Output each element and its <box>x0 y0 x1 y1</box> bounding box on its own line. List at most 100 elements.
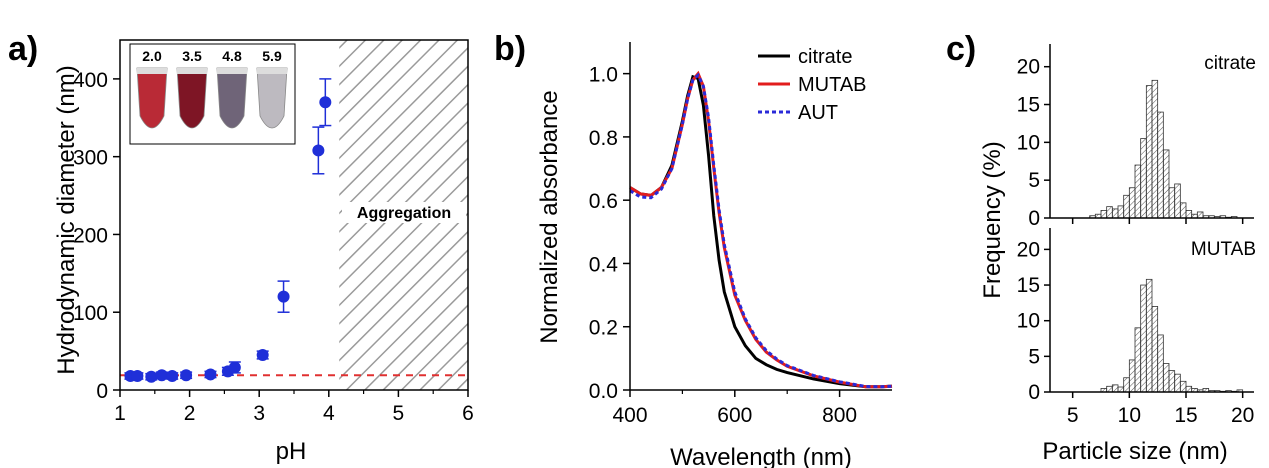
data-point <box>180 369 193 382</box>
y-tick-label: 100 <box>73 302 108 325</box>
histogram-bar <box>1145 85 1153 219</box>
y-tick-label: 0.8 <box>589 127 618 150</box>
subplot-label-citrate: citrate <box>1204 53 1256 74</box>
histogram-bar <box>1185 210 1193 219</box>
y-tick-label: 0.4 <box>589 253 619 276</box>
histogram-bar <box>1128 359 1136 393</box>
aggregation-label: Aggregation <box>357 205 451 222</box>
legend-label: MUTAB <box>798 74 867 96</box>
legend-label: citrate <box>798 46 852 68</box>
histogram-bar <box>1151 306 1159 393</box>
y-tick-label: 0 <box>96 380 108 403</box>
vial-cap <box>177 68 207 74</box>
data-point <box>145 370 158 383</box>
data-point <box>166 370 179 382</box>
y-tick-label: 400 <box>73 69 108 92</box>
histogram-bar <box>1140 284 1147 393</box>
vial <box>136 67 168 129</box>
x-tick-label: 10 <box>1118 404 1141 427</box>
y-tick-label: 15 <box>1017 274 1040 297</box>
x-tick-label: 600 <box>717 404 752 427</box>
x-tick-label: 4 <box>323 402 335 425</box>
histogram-bar <box>1174 373 1181 393</box>
y-tick-label: 0 <box>1028 381 1040 404</box>
panel-c-xlabel: Particle size (nm) <box>1042 438 1227 465</box>
panel-b-ylabel: Normalized absorbance <box>536 90 563 343</box>
panel-a-chart: 1 2 3 4 5 6 0 100 200 300 400 2.0 3.5 4.8 5.9 <box>73 39 474 425</box>
y-tick-label: 0.6 <box>589 190 618 213</box>
histogram-bar <box>1111 384 1119 393</box>
x-tick-label: 2 <box>184 402 196 425</box>
x-tick-label: 5 <box>1067 404 1079 427</box>
data-point <box>277 290 290 303</box>
y-tick-label: 15 <box>1017 94 1040 117</box>
histogram-bar <box>1100 210 1108 219</box>
x-tick-label: 6 <box>462 402 474 425</box>
x-tick-label: 400 <box>612 404 647 427</box>
data-point <box>155 369 168 382</box>
y-tick-label: 0.0 <box>589 380 618 403</box>
histogram-bar <box>1179 202 1187 219</box>
x-tick-label: 20 <box>1231 404 1254 427</box>
y-tick-label: 5 <box>1028 345 1040 368</box>
panel-letter-a: a) <box>8 30 38 68</box>
y-tick-label: 20 <box>1017 238 1040 261</box>
histogram-bar <box>1157 334 1164 393</box>
histogram-bar <box>1106 206 1113 219</box>
x-tick-label: 1 <box>114 402 126 425</box>
y-tick-label: 5 <box>1028 169 1040 192</box>
series-line <box>629 74 893 389</box>
panel-b-chart: 400 600 800 0.0 0.2 0.4 0.6 0.8 1.0 citrate MUTAB A… <box>589 42 893 427</box>
y-tick-label: 0 <box>1028 207 1040 230</box>
histogram-bar <box>1179 380 1187 393</box>
histogram-bar <box>1157 111 1164 219</box>
subplot-label-mutab: MUTAB <box>1191 239 1256 260</box>
legend-label: AUT <box>798 102 838 124</box>
histogram-bar <box>1117 205 1125 219</box>
data-point <box>131 370 144 382</box>
histogram-bar <box>1162 363 1170 393</box>
histogram-bar <box>1106 385 1113 393</box>
histogram-bar <box>1111 208 1119 219</box>
histogram-bar <box>1151 79 1159 219</box>
histogram-bar <box>1134 327 1142 393</box>
vial-ph-label: 3.5 <box>182 48 202 64</box>
series-line <box>629 70 893 389</box>
panel-a-xlabel: pH <box>276 438 307 465</box>
histogram-bar <box>1162 149 1170 219</box>
histogram-bar <box>1174 183 1181 219</box>
histogram-bar <box>1128 187 1136 219</box>
data-point <box>204 368 217 381</box>
histogram-bar <box>1134 164 1142 219</box>
data-point <box>228 361 241 374</box>
x-tick-label: 15 <box>1174 404 1197 427</box>
y-tick-label: 0.2 <box>589 317 618 340</box>
y-tick-label: 20 <box>1017 56 1040 79</box>
vial <box>176 67 208 129</box>
histogram-bar <box>1168 370 1176 393</box>
vial-cap <box>257 68 287 74</box>
data-point <box>256 349 269 361</box>
vial-cap <box>217 68 247 74</box>
panel-letter-c: c) <box>946 30 976 68</box>
histogram-bar <box>1196 211 1204 219</box>
y-tick-label: 300 <box>73 147 108 170</box>
vial-ph-label: 2.0 <box>142 48 162 64</box>
y-tick-label: 10 <box>1017 131 1040 154</box>
vial-ph-label: 4.8 <box>222 48 242 64</box>
x-tick-label: 800 <box>822 404 857 427</box>
histogram-bar <box>1123 377 1130 393</box>
histogram-bar <box>1145 278 1153 393</box>
x-tick-label: 5 <box>393 402 405 425</box>
panel-a-ylabel: Hydrodynamic diameter (nm) <box>53 65 80 374</box>
panel-letter-b: b) <box>494 30 526 68</box>
y-tick-label: 1.0 <box>589 64 618 87</box>
vial <box>216 67 248 129</box>
vial <box>256 67 288 129</box>
series-line <box>629 72 893 389</box>
panel-c-chart: 0 5 10 15 20 0 5 10 15 20 5 10 15 20 <box>1017 44 1254 427</box>
histogram-bar <box>1185 385 1193 393</box>
vial-ph-label: 5.9 <box>262 48 282 64</box>
histogram-bar <box>1140 138 1147 219</box>
